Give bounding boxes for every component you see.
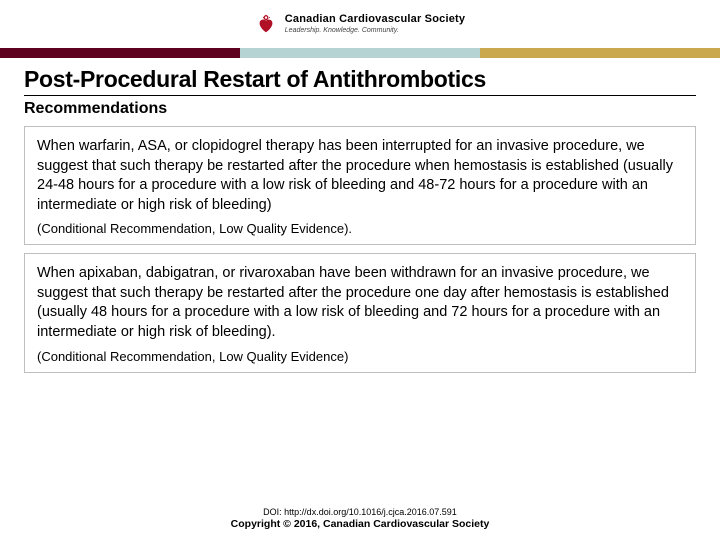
stripe-segment-1	[0, 48, 240, 58]
subheading: Recommendations	[24, 100, 696, 118]
title-underline	[24, 95, 696, 96]
header-content: Canadian Cardiovascular Society Leadersh…	[0, 0, 720, 48]
recommendation-body: When apixaban, dabigatran, or rivaroxaba…	[37, 264, 683, 342]
org-text: Canadian Cardiovascular Society Leadersh…	[285, 14, 465, 34]
slide-footer: DOI: http://dx.doi.org/10.1016/j.cjca.20…	[0, 507, 720, 530]
recommendation-body: When warfarin, ASA, or clopidogrel thera…	[37, 137, 683, 215]
doi-text: DOI: http://dx.doi.org/10.1016/j.cjca.20…	[0, 507, 720, 517]
stripe-segment-2	[240, 48, 480, 58]
recommendation-box-2: When apixaban, dabigatran, or rivaroxaba…	[24, 253, 696, 372]
brand-stripe	[0, 48, 720, 58]
slide-title: Post-Procedural Restart of Antithromboti…	[24, 66, 696, 93]
org-name: Canadian Cardiovascular Society	[285, 14, 465, 25]
slide-header: Canadian Cardiovascular Society Leadersh…	[0, 0, 720, 48]
slide-content: Post-Procedural Restart of Antithromboti…	[0, 58, 720, 373]
recommendation-grade: (Conditional Recommendation, Low Quality…	[37, 221, 683, 236]
stripe-segment-3	[480, 48, 720, 58]
recommendation-box-1: When warfarin, ASA, or clopidogrel thera…	[24, 126, 696, 245]
copyright-text: Copyright © 2016, Canadian Cardiovascula…	[0, 518, 720, 530]
recommendation-grade: (Conditional Recommendation, Low Quality…	[37, 349, 683, 364]
org-tagline: Leadership. Knowledge. Community.	[285, 27, 465, 34]
ccs-logo-icon	[255, 13, 277, 35]
